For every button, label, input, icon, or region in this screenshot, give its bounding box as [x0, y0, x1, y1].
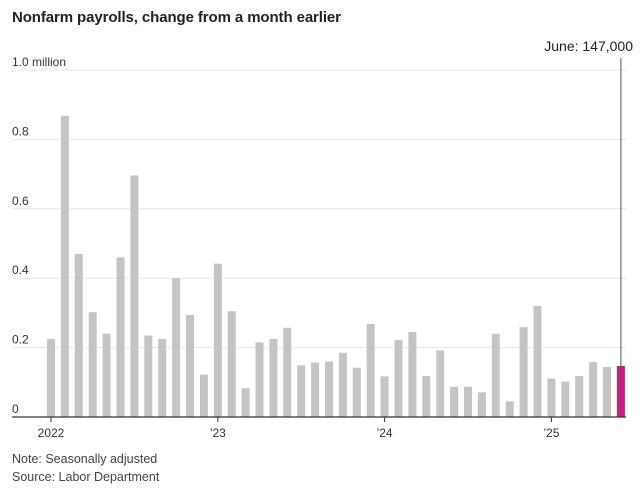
bar [325, 361, 333, 417]
x-tick-label: ’25 [543, 426, 559, 440]
bar [283, 327, 292, 417]
bar [186, 314, 194, 417]
bar-chart: 0 0.2 0.4 0.6 0.8 1.0 million June: 147,000 202… [12, 38, 633, 440]
bar [408, 331, 417, 417]
y-tick-label: 0.8 [12, 124, 29, 138]
bar [533, 305, 542, 417]
bar [450, 386, 459, 417]
bar [394, 339, 403, 417]
x-tick-label: 2022 [38, 426, 65, 440]
x-tick-label: ’24 [377, 426, 393, 440]
bar [269, 338, 278, 417]
bar [241, 388, 250, 417]
bar [436, 350, 445, 417]
bar [505, 401, 514, 417]
y-tick-label: 0.2 [12, 333, 29, 347]
bar [158, 338, 167, 417]
bar [338, 352, 347, 417]
bar [213, 263, 222, 417]
bar [311, 362, 320, 417]
bar [172, 278, 181, 417]
bar [74, 253, 83, 417]
bar [102, 333, 111, 417]
bar [422, 376, 431, 417]
y-tick-label: 1.0 million [12, 55, 66, 69]
annotation-label: June: 147,000 [544, 38, 633, 54]
bar [297, 365, 306, 417]
y-tick-label: 0.4 [12, 263, 29, 277]
bar [589, 362, 598, 417]
bar [366, 324, 375, 417]
x-tick-label: ’23 [210, 426, 226, 440]
bar [477, 392, 486, 417]
bar [380, 376, 389, 417]
bar [60, 115, 69, 417]
bar [47, 338, 55, 417]
chart-note: Note: Seasonally adjusted [12, 452, 158, 466]
bar [88, 312, 97, 417]
bar [519, 327, 528, 417]
bar [199, 374, 208, 417]
bar [575, 376, 584, 417]
bar [116, 257, 125, 417]
bar [144, 335, 153, 417]
bar [561, 381, 570, 417]
chart-title: Nonfarm payrolls, change from a month ea… [12, 9, 341, 26]
bar [547, 378, 556, 417]
y-tick-label: 0.6 [12, 194, 29, 208]
bar [130, 175, 139, 417]
bar-highlight [616, 365, 625, 417]
bar [255, 342, 264, 417]
bar [227, 311, 236, 417]
bar [352, 367, 361, 417]
chart-source: Source: Labor Department [12, 470, 160, 484]
bar [491, 333, 500, 417]
bar [464, 386, 472, 417]
bar [603, 367, 611, 417]
y-tick-label: 0 [12, 402, 19, 416]
